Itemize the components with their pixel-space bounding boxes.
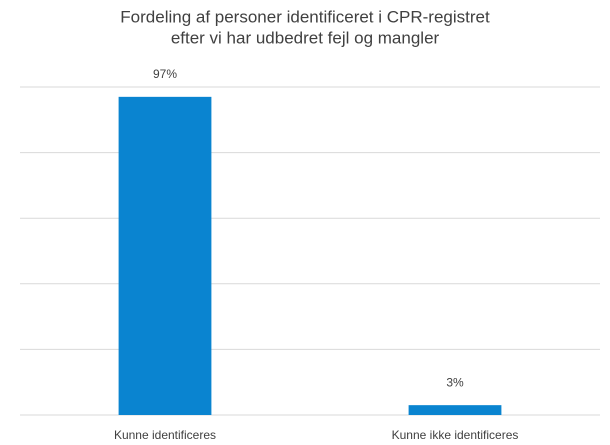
x-tick-label: Kunne identificeres [114, 428, 216, 442]
value-label: 97% [153, 67, 177, 81]
chart-title: Fordeling af personer identificeret i CP… [120, 7, 490, 26]
bar [408, 405, 502, 415]
x-tick-label: Kunne ikke identificeres [392, 428, 519, 442]
chart-title: efter vi har udbedret fejl og mangler [171, 28, 440, 47]
value-label: 3% [446, 375, 464, 389]
bar [118, 96, 212, 415]
